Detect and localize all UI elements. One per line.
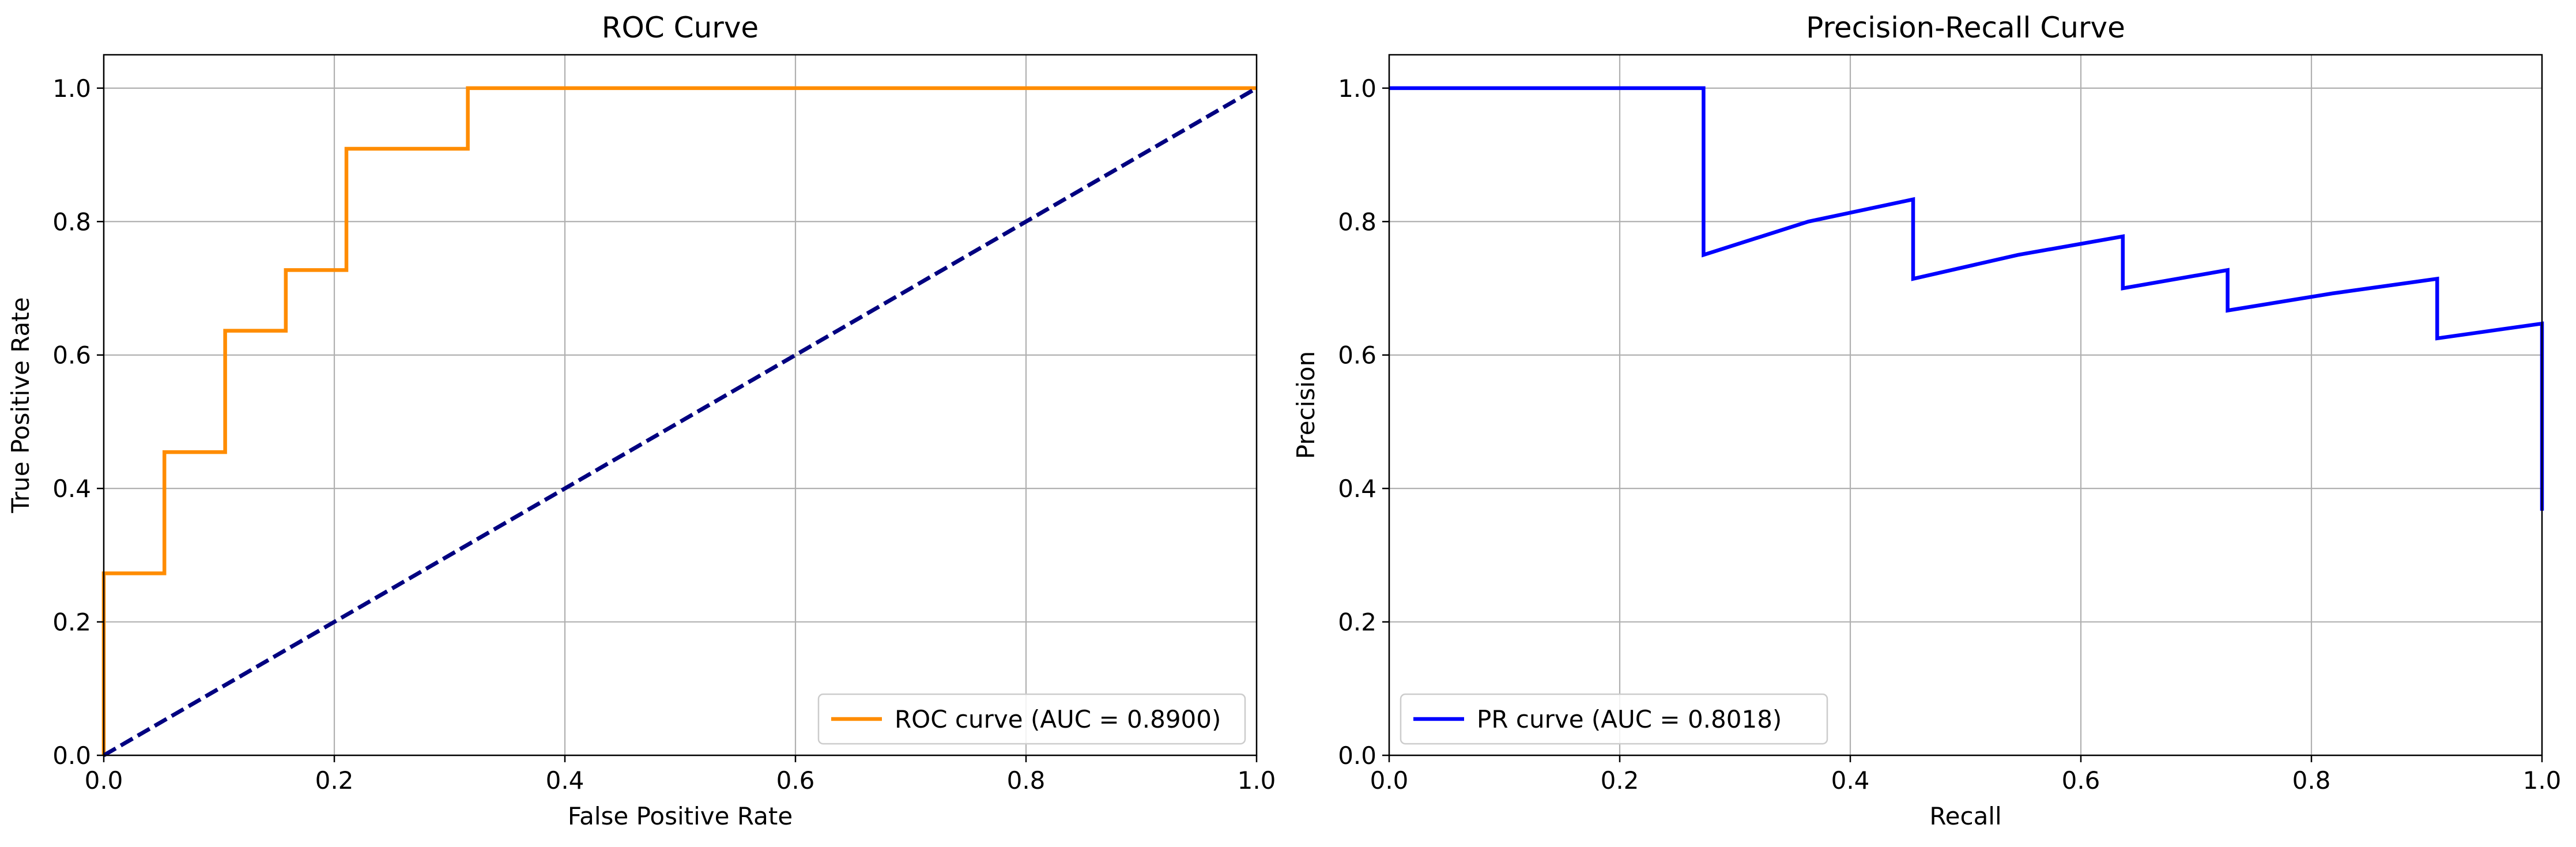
x-tick-label: 1.0 (2523, 766, 2562, 795)
legend-box (817, 693, 1246, 745)
plot-area (104, 55, 1257, 755)
y-tick-label: 0.0 (52, 741, 91, 770)
y-axis-label: Precision (1292, 351, 1320, 459)
y-axis-label: True Positive Rate (6, 297, 35, 513)
x-tick-label: 0.8 (1007, 766, 1046, 795)
axis-ticks: 0.0 0.2 0.4 0.6 0.8 1.0 0.0 0.2 0.4 0.6 0.8 1.0 (52, 74, 1276, 795)
x-axis-label: Recall (1929, 802, 2001, 830)
plot-area (1389, 55, 2542, 755)
y-tick-label: 1.0 (52, 74, 91, 103)
x-tick-label: 0.0 (1370, 766, 1409, 795)
chart-title: Precision-Recall Curve (1806, 11, 2125, 44)
y-tick-label: 1.0 (1338, 74, 1376, 103)
legend: ROC curve (AUC = 0.8900) (817, 693, 1246, 745)
legend-label: ROC curve (AUC = 0.8900) (895, 705, 1221, 733)
x-tick-label: 0.8 (2292, 766, 2331, 795)
chart-precision-recall: 0.0 0.2 0.4 0.6 0.8 1.0 0.0 0.2 0.4 0.6 0.8 1.0 Prec… (1292, 11, 2561, 830)
y-tick-label: 0.0 (1338, 741, 1376, 770)
y-tick-label: 0.8 (52, 208, 91, 236)
y-tick-label: 0.6 (52, 341, 91, 370)
chart-title: ROC Curve (602, 11, 759, 44)
x-tick-label: 1.0 (1238, 766, 1276, 795)
x-tick-label: 0.2 (1601, 766, 1639, 795)
y-tick-label: 0.6 (1338, 341, 1376, 370)
reference-diagonal-line (103, 86, 1258, 758)
x-tick-label: 0.4 (546, 766, 584, 795)
chart-roc: 0.0 0.2 0.4 0.6 0.8 1.0 0.0 0.2 0.4 0.6 0.8 1.0 ROC … (6, 11, 1276, 830)
y-tick-label: 0.8 (1338, 208, 1376, 236)
y-tick-label: 0.2 (1338, 608, 1376, 637)
y-tick-label: 0.2 (52, 608, 91, 637)
legend: PR curve (AUC = 0.8018) (1400, 693, 1828, 745)
legend-box (1400, 693, 1828, 745)
axis-ticks: 0.0 0.2 0.4 0.6 0.8 1.0 0.0 0.2 0.4 0.6 0.8 1.0 (1338, 74, 2561, 795)
series-line (101, 86, 1257, 755)
x-tick-label: 0.6 (2062, 766, 2100, 795)
x-tick-label: 0.2 (315, 766, 354, 795)
x-tick-label: 0.0 (85, 766, 123, 795)
x-tick-label: 0.6 (776, 766, 815, 795)
series-line (1389, 86, 2544, 511)
series-group (1389, 86, 2544, 511)
x-tick-label: 0.4 (1831, 766, 1870, 795)
x-axis-label: False Positive Rate (568, 802, 793, 830)
legend-label: PR curve (AUC = 0.8018) (1477, 705, 1782, 733)
plot-frame (103, 54, 1258, 756)
series-group (101, 86, 1258, 758)
y-tick-label: 0.4 (52, 475, 91, 503)
y-tick-label: 0.4 (1338, 475, 1376, 503)
plot-frame (1388, 54, 2543, 756)
